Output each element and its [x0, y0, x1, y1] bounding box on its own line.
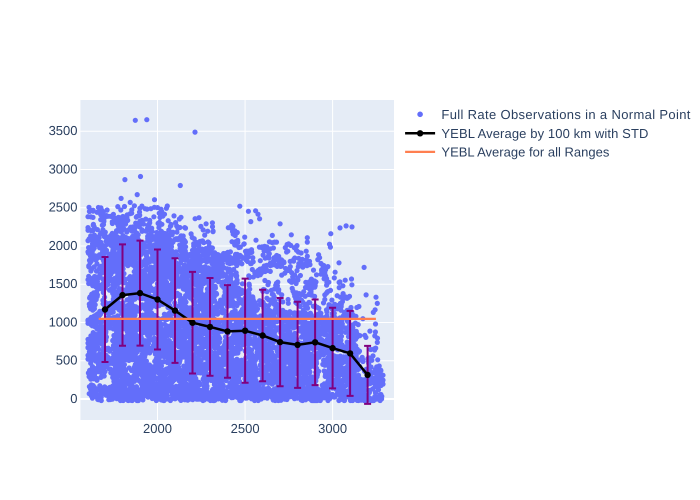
svg-text:1000: 1000 — [49, 314, 78, 329]
svg-text:3500: 3500 — [49, 123, 78, 138]
svg-text:Full Rate Observations in a No: Full Rate Observations in a Normal Point — [441, 107, 690, 122]
svg-text:500: 500 — [56, 353, 78, 368]
svg-text:3000: 3000 — [49, 161, 78, 176]
svg-text:3000: 3000 — [318, 421, 347, 436]
svg-text:2000: 2000 — [49, 238, 78, 253]
svg-text:2500: 2500 — [49, 200, 78, 215]
svg-text:1500: 1500 — [49, 276, 78, 291]
svg-text:0: 0 — [70, 391, 77, 406]
svg-text:2500: 2500 — [231, 421, 260, 436]
svg-text:2000: 2000 — [143, 421, 172, 436]
svg-text:YEBL Average by 100 km with ST: YEBL Average by 100 km with STD — [441, 126, 648, 141]
svg-text:YEBL Average for all Ranges: YEBL Average for all Ranges — [441, 145, 610, 160]
